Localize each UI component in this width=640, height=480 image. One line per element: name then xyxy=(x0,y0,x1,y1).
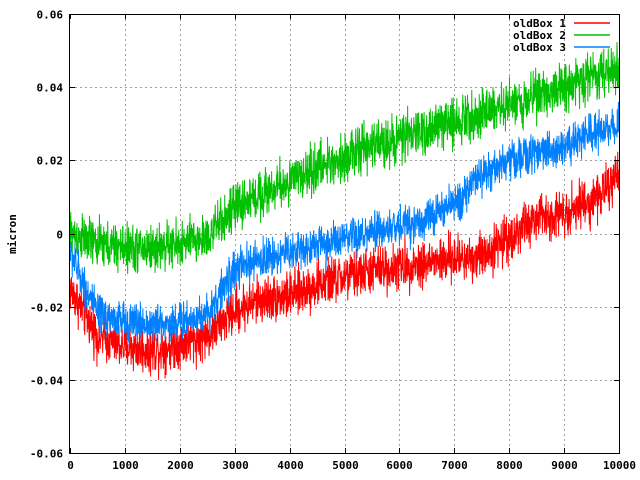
x-tick-label: 10000 xyxy=(603,459,636,472)
x-tick-label: 9000 xyxy=(551,459,578,472)
x-tick-label: 2000 xyxy=(167,459,194,472)
y-axis-label: micron xyxy=(6,214,19,254)
x-tick-label: 8000 xyxy=(496,459,523,472)
x-tick-label: 1000 xyxy=(112,459,139,472)
x-tick-label: 6000 xyxy=(386,459,413,472)
x-tick-label: 4000 xyxy=(277,459,304,472)
plot-frame xyxy=(69,14,620,454)
legend-label: oldBox 2 xyxy=(513,29,566,42)
y-tick-label: -0.02 xyxy=(30,302,63,315)
x-tick-label: 0 xyxy=(67,459,74,472)
y-tick-label: -0.04 xyxy=(30,375,63,388)
y-tick-label: -0.06 xyxy=(30,448,63,461)
series-layer xyxy=(69,41,620,381)
x-tick-label: 5000 xyxy=(332,459,359,472)
y-tick-label: 0 xyxy=(56,229,63,242)
legend-label: oldBox 1 xyxy=(513,17,566,30)
y-tick-label: 0.06 xyxy=(37,9,64,22)
series-line-2 xyxy=(69,41,620,275)
legend-label: oldBox 3 xyxy=(513,41,566,54)
series-line-3 xyxy=(69,101,620,346)
x-tick-label: 7000 xyxy=(441,459,468,472)
y-tick-label: 0.04 xyxy=(37,82,64,95)
y-tick-label: 0.02 xyxy=(37,155,64,168)
axes: 0 1000 2000 3000 4000 5000 6000 7000 8000 9000 100… xyxy=(30,9,636,473)
x-tick-label: 3000 xyxy=(222,459,249,472)
series-line-1 xyxy=(69,151,620,381)
